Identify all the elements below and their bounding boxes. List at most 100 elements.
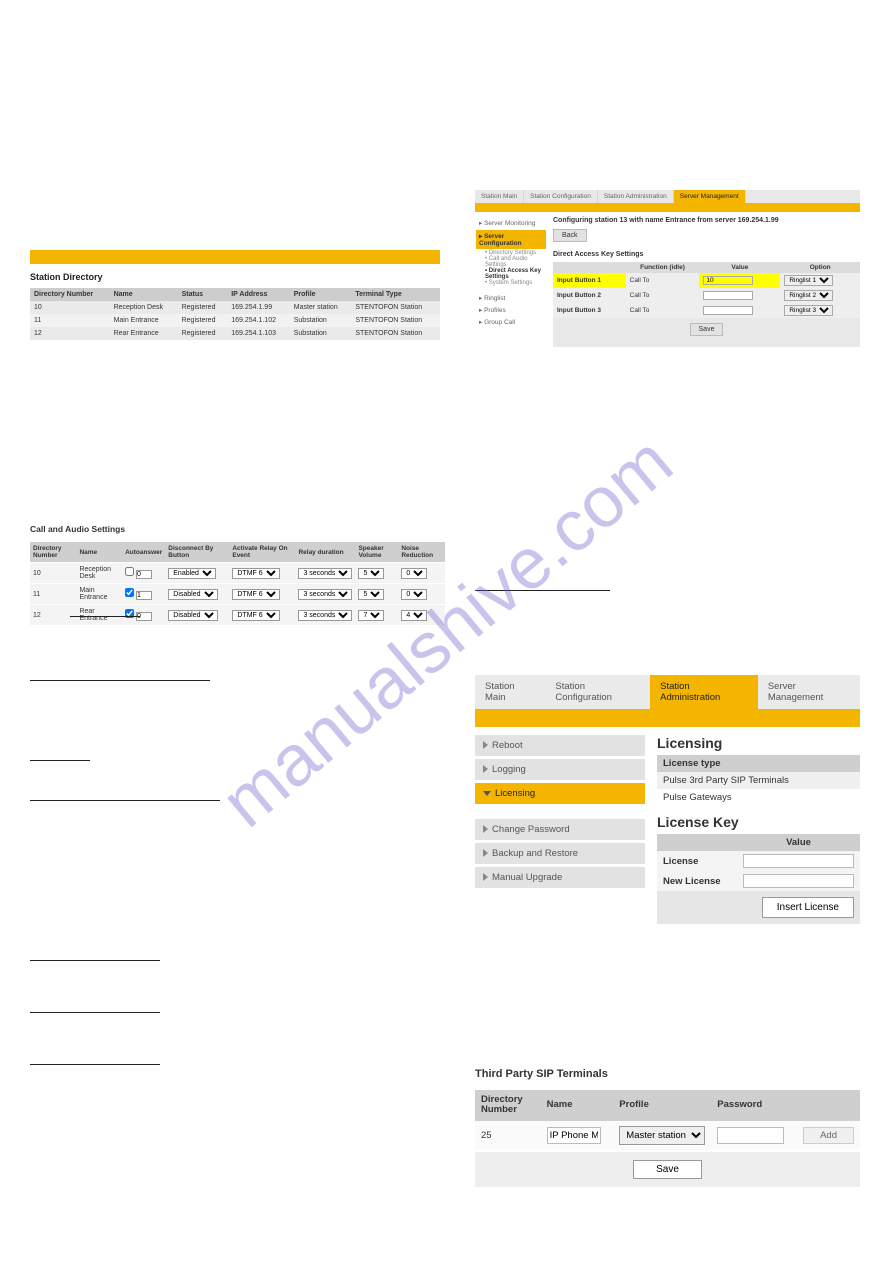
duration-select[interactable]: 3 seconds: [298, 610, 352, 621]
cell: Registered: [178, 327, 228, 340]
table-row: 11Main Entrance Disabled DTMF 6 3 seconds 5…: [30, 584, 445, 605]
cell: DTMF 6: [229, 563, 295, 584]
option-select[interactable]: Ringlist 1: [784, 275, 833, 286]
name-input[interactable]: [547, 1127, 602, 1144]
noise-select[interactable]: 0: [401, 589, 427, 600]
tab-station-administration[interactable]: Station Administration: [650, 675, 758, 709]
main-area: Configuring station 13 with name Entranc…: [547, 212, 860, 347]
cell: Master station: [290, 301, 352, 314]
duration-select[interactable]: 3 seconds: [298, 568, 352, 579]
password-input[interactable]: [717, 1127, 783, 1144]
autoanswer-value[interactable]: [136, 591, 152, 600]
value-input[interactable]: [703, 306, 753, 315]
disconnect-select[interactable]: Disabled: [168, 589, 218, 600]
back-button[interactable]: Back: [553, 229, 587, 242]
sidebar-item-logging[interactable]: Logging: [475, 759, 645, 780]
cell: Substation: [290, 314, 352, 327]
profile-select[interactable]: Master station: [619, 1126, 705, 1145]
value-input[interactable]: [703, 276, 753, 285]
tab-station-configuration[interactable]: Station Configuration: [524, 190, 598, 203]
cell: 5: [355, 584, 398, 605]
tab-station-main[interactable]: Station Main: [475, 675, 545, 709]
relay-select[interactable]: DTMF 6: [232, 568, 280, 579]
option-select[interactable]: Ringlist 3: [784, 305, 833, 316]
accent-bar: [30, 250, 440, 264]
cell: Disabled: [165, 584, 229, 605]
cell: 11: [30, 584, 76, 605]
sidebar: Reboot Logging Licensing Change Password Bac…: [475, 735, 645, 924]
volume-select[interactable]: 7: [358, 610, 384, 621]
save-button[interactable]: Save: [633, 1160, 702, 1179]
cell: Reception Desk: [110, 301, 178, 314]
row-label: Input Button 3: [553, 303, 626, 318]
sidebar-item-manual-upgrade[interactable]: Manual Upgrade: [475, 867, 645, 888]
cell: 7: [355, 605, 398, 626]
autoanswer-check[interactable]: [125, 567, 134, 576]
noise-select[interactable]: 0: [401, 568, 427, 579]
sidebar-item-change-password[interactable]: Change Password: [475, 819, 645, 840]
table-row: 25 Master station Add: [475, 1121, 860, 1150]
sidebar-item-backup-and-restore[interactable]: Backup and Restore: [475, 843, 645, 864]
disconnect-select[interactable]: Disabled: [168, 610, 218, 621]
tab-station-main[interactable]: Station Main: [475, 190, 524, 203]
license-input[interactable]: [743, 874, 854, 888]
accent-bar: [475, 203, 860, 212]
value-header: Value: [737, 834, 860, 851]
sidebar: ▸ Server Monitoring▸ Server Configuratio…: [475, 212, 547, 347]
autoanswer-check[interactable]: [125, 588, 134, 597]
sidebar-sub-call-and-audio-settings[interactable]: • Call and Audio Settings: [479, 256, 543, 268]
insert-license-button[interactable]: Insert License: [762, 897, 854, 918]
cell: 3 seconds: [295, 584, 355, 605]
volume-select[interactable]: 5: [358, 589, 384, 600]
value-input[interactable]: [703, 291, 753, 300]
tab-server-management[interactable]: Server Management: [758, 675, 860, 709]
add-button[interactable]: Add: [803, 1127, 854, 1144]
save-button[interactable]: Save: [690, 323, 724, 336]
autoanswer-value[interactable]: [136, 570, 152, 579]
disconnect-select[interactable]: Enabled: [168, 568, 216, 579]
tab-station-configuration[interactable]: Station Configuration: [545, 675, 650, 709]
relay-select[interactable]: DTMF 6: [232, 610, 280, 621]
station-directory-panel: Station Directory Directory NumberNameSt…: [30, 250, 440, 340]
sidebar-item-group-call[interactable]: ▸ Group Call: [479, 316, 543, 328]
license-input[interactable]: [743, 854, 854, 868]
sidebar-item-profiles[interactable]: ▸ Profiles: [479, 304, 543, 316]
cell: 0: [398, 563, 445, 584]
volume-select[interactable]: 5: [358, 568, 384, 579]
divider: [30, 960, 160, 961]
row-label: Input Button 2: [553, 288, 626, 303]
column-header: Profile: [613, 1090, 711, 1121]
duration-select[interactable]: 3 seconds: [298, 589, 352, 600]
tab-station-administration[interactable]: Station Administration: [598, 190, 674, 203]
noise-select[interactable]: 4: [401, 610, 427, 621]
sidebar-item-server-configuration[interactable]: ▸ Server Configuration: [476, 230, 546, 249]
cell: Reception Desk: [76, 563, 122, 584]
value-cell: [699, 288, 780, 303]
column-header: Password: [711, 1090, 797, 1121]
sidebar-item-server-monitoring[interactable]: ▸ Server Monitoring: [479, 217, 543, 229]
table-row: 12Rear EntranceRegistered169.254.1.103Su…: [30, 327, 440, 340]
license-type-table: License type Pulse 3rd Party SIP Termina…: [657, 755, 860, 806]
sidebar-label: Change Password: [492, 824, 570, 835]
station-directory-table: Directory NumberNameStatusIP AddressProf…: [30, 288, 440, 340]
sidebar-item-ringlist[interactable]: ▸ Ringlist: [479, 292, 543, 304]
cell: 4: [398, 605, 445, 626]
value-cell: [699, 273, 780, 288]
cell: STENTOFON Station: [351, 301, 440, 314]
cell: Registered: [178, 314, 228, 327]
cell: 10: [30, 301, 110, 314]
cell: Main Entrance: [76, 584, 122, 605]
function-cell: Call To: [626, 303, 700, 318]
relay-select[interactable]: DTMF 6: [232, 589, 280, 600]
column-header: Function (idle): [626, 262, 700, 273]
sidebar-label: Licensing: [495, 788, 535, 799]
sidebar-sub-direct-access-key-settings[interactable]: • Direct Access Key Settings: [479, 268, 543, 280]
tab-server-management[interactable]: Server Management: [674, 190, 746, 203]
cell: 3 seconds: [295, 605, 355, 626]
sidebar-item-licensing[interactable]: Licensing: [475, 783, 645, 804]
column-header: Speaker Volume: [355, 542, 398, 563]
sidebar-item-reboot[interactable]: Reboot: [475, 735, 645, 756]
column-header: [797, 1090, 860, 1121]
column-header: Directory Number: [30, 288, 110, 301]
option-select[interactable]: Ringlist 2: [784, 290, 833, 301]
